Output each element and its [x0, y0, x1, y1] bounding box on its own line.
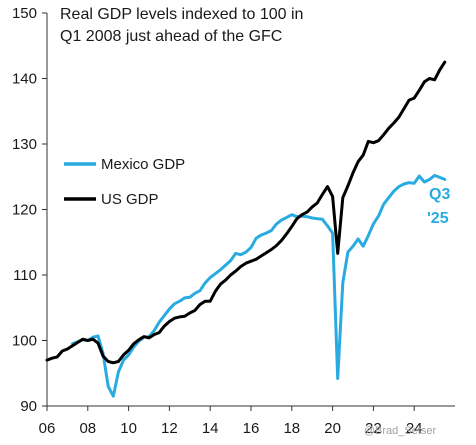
y-tick-label: 120	[12, 202, 37, 219]
annotation-year: '25	[427, 210, 449, 227]
x-tick-label: 08	[79, 420, 96, 437]
y-tick-label: 90	[20, 398, 37, 415]
chart-title: Real GDP levels indexed to 100 in Q1 200…	[60, 6, 303, 45]
y-tick-label: 130	[12, 136, 37, 153]
y-tick-label: 140	[12, 71, 37, 88]
x-tick-label: 14	[202, 420, 219, 437]
x-axis: 06 08 10 12 14 16 18 20 22 24	[39, 405, 455, 437]
legend: Mexico GDP US GDP	[64, 156, 185, 208]
series-line-mexico-gdp	[71, 173, 447, 398]
y-axis: 90 100 110 120 130 140 150	[12, 5, 48, 415]
x-tick-label: 06	[39, 420, 56, 437]
y-tick-label: 150	[12, 5, 37, 22]
x-tick-label: 22	[365, 420, 382, 437]
chart-title-line-1: Real GDP levels indexed to 100 in	[60, 6, 303, 23]
annotation-quarter: Q3	[429, 186, 450, 203]
x-tick-label: 12	[161, 420, 178, 437]
x-tick-label: 18	[283, 420, 300, 437]
y-tick-label: 110	[13, 267, 37, 284]
chart-title-line-2: Q1 2008 just ahead of the GFC	[60, 28, 282, 45]
watermark-handle: @Brad_Setser	[364, 425, 437, 437]
y-tick-label: 100	[12, 333, 37, 350]
legend-label-us-gdp: US GDP	[101, 191, 159, 208]
series-layer	[45, 60, 447, 398]
legend-label-mexico-gdp: Mexico GDP	[101, 156, 185, 173]
x-tick-label: 10	[120, 420, 137, 437]
x-tick-label: 20	[324, 420, 341, 437]
x-tick-label: 16	[243, 420, 260, 437]
x-tick-label: 24	[406, 420, 423, 437]
series-line-us-gdp	[45, 60, 447, 365]
latest-quarter-annotation: Q3 '25	[427, 186, 450, 227]
